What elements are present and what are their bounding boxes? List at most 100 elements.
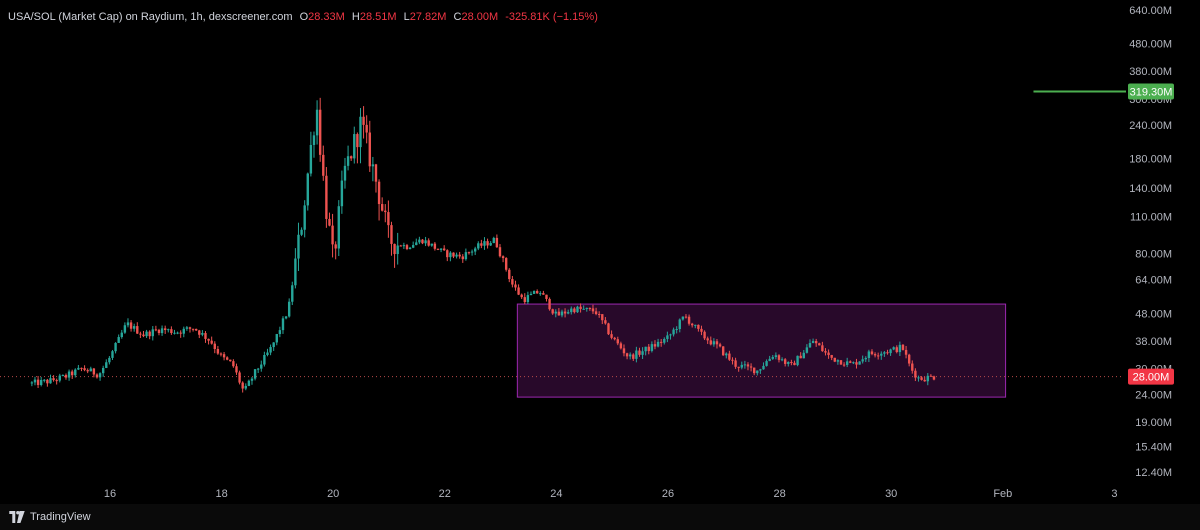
x-axis-tick-label: 20 xyxy=(327,488,339,500)
candle-body xyxy=(33,379,37,383)
candle-body xyxy=(36,379,40,385)
candle-body xyxy=(585,307,588,309)
candle-body xyxy=(601,314,604,321)
y-axis-tick-label: 240.00M xyxy=(1129,120,1172,132)
candle-body xyxy=(715,341,719,345)
candle-body xyxy=(641,351,644,355)
candle-body xyxy=(610,334,613,338)
candle-body xyxy=(895,347,898,353)
candle-body xyxy=(43,379,46,381)
candle-body xyxy=(821,345,824,352)
candle-body xyxy=(365,124,368,133)
candle-body xyxy=(638,350,641,355)
candle-body xyxy=(39,379,43,385)
candle-body xyxy=(842,364,846,366)
candle-body xyxy=(864,357,867,360)
candle-body xyxy=(204,333,207,339)
candle-body xyxy=(731,359,734,361)
candle-body xyxy=(892,347,895,350)
candle-body xyxy=(253,369,257,379)
candle-body xyxy=(591,308,595,312)
candle-body xyxy=(368,132,371,167)
candle-body xyxy=(647,346,650,351)
candle-body xyxy=(520,294,523,298)
candle-body xyxy=(61,375,65,377)
candle-body xyxy=(303,205,306,230)
footer-bar: TradingView xyxy=(0,504,1200,530)
candle-body xyxy=(480,243,483,246)
candle-body xyxy=(250,378,254,381)
candle-body xyxy=(151,329,154,337)
candle-body xyxy=(399,245,402,247)
tradingview-brand-name[interactable]: TradingView xyxy=(30,511,91,523)
candle-body xyxy=(170,329,173,334)
candle-body xyxy=(95,374,99,378)
candle-body xyxy=(551,309,554,314)
candle-body xyxy=(421,239,424,244)
candle-body xyxy=(517,287,520,295)
candle-body xyxy=(455,254,458,257)
candle-body xyxy=(588,307,592,309)
candle-body xyxy=(523,297,526,303)
consolidation-range-box[interactable] xyxy=(516,303,1007,398)
candle-body xyxy=(123,325,127,333)
candle-body xyxy=(504,258,508,270)
candle-body xyxy=(632,354,635,359)
legend-low-label: L xyxy=(403,11,410,23)
candle-body xyxy=(198,330,201,335)
candle-body xyxy=(210,340,213,344)
candle-body xyxy=(675,329,678,331)
candle-body xyxy=(322,154,325,176)
candle-body xyxy=(721,346,725,356)
candle-body xyxy=(136,326,139,334)
candle-body xyxy=(858,361,861,365)
candle-body xyxy=(390,225,393,244)
y-axis-tick-label: 48.00M xyxy=(1135,308,1172,320)
candle-body xyxy=(495,237,499,248)
candle-body xyxy=(545,294,548,299)
candle-body xyxy=(185,327,189,329)
candle-body xyxy=(746,364,750,367)
legend-high-value: 28.51M xyxy=(359,11,397,23)
x-axis-tick-label: 18 xyxy=(215,488,227,500)
candle-body xyxy=(839,360,843,365)
candle-body xyxy=(309,144,313,174)
tradingview-logo-icon[interactable] xyxy=(8,511,26,523)
candle-body xyxy=(811,341,815,344)
candle-body xyxy=(508,269,511,280)
candle-body xyxy=(653,344,657,347)
candle-body xyxy=(492,237,495,244)
candle-body xyxy=(808,343,812,348)
candle-body xyxy=(105,362,108,368)
x-axis-tick-label: 26 xyxy=(662,488,674,500)
candle-body xyxy=(597,314,601,316)
candle-body xyxy=(52,378,55,381)
candle-body xyxy=(436,248,440,250)
candle-body xyxy=(752,367,756,374)
candle-body xyxy=(576,306,579,313)
candle-body xyxy=(907,354,911,364)
candle-body xyxy=(89,368,92,372)
y-axis-tick-label: 64.00M xyxy=(1135,275,1172,287)
y-axis-tick-label: 640.00M xyxy=(1129,5,1172,17)
candle-body xyxy=(697,324,700,329)
candle-body xyxy=(774,355,778,358)
candle-body xyxy=(796,355,799,366)
candle-body xyxy=(501,256,505,259)
candle-body xyxy=(260,364,263,369)
candle-body xyxy=(542,293,545,295)
candle-body xyxy=(473,248,477,252)
candle-body xyxy=(278,330,282,335)
candle-body xyxy=(380,204,384,211)
candle-body xyxy=(269,347,272,353)
candle-body xyxy=(483,241,486,246)
x-axis[interactable]: 16 18 20 22 24 26 28 30 Feb 3 xyxy=(104,488,1118,500)
candle-body xyxy=(275,334,278,343)
candle-body xyxy=(833,357,836,362)
candle-body xyxy=(442,248,446,251)
candle-body xyxy=(554,311,557,314)
candle-body xyxy=(876,355,880,357)
candle-body xyxy=(371,164,375,167)
y-axis[interactable]: 640.00M480.00M380.00M300.00M240.00M180.0… xyxy=(1129,5,1172,479)
